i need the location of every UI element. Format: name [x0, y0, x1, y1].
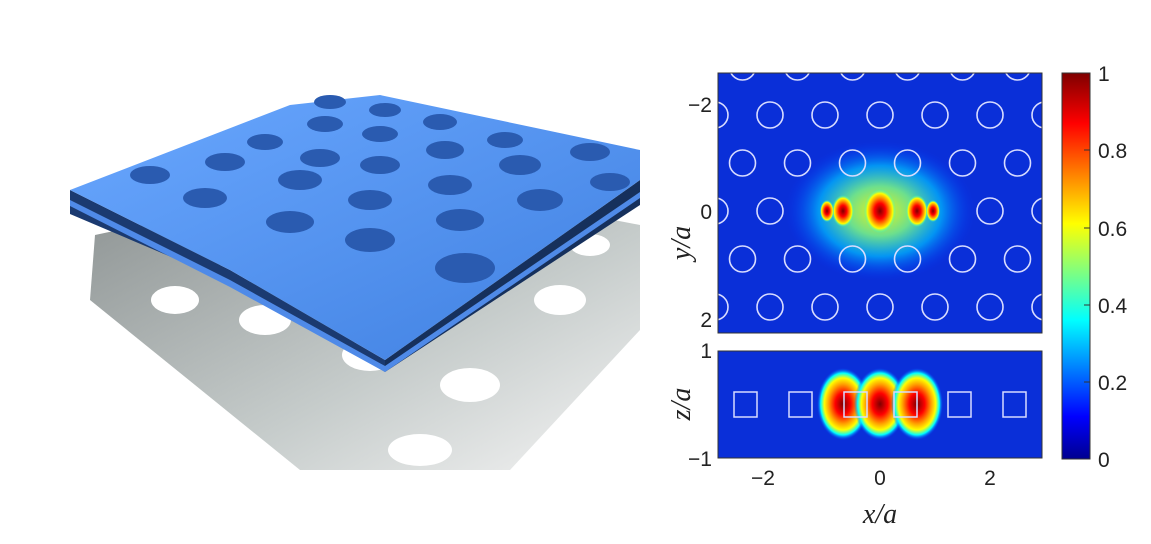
air-hole-outline — [756, 197, 784, 225]
air-hole-outline — [950, 73, 975, 81]
colorbar-tick: 0.6 — [1098, 218, 1127, 241]
air-hole-outline — [647, 198, 673, 224]
bottom-map-xtick: 0 — [874, 467, 886, 490]
air-hole-outline — [718, 293, 729, 321]
bottom-map-xtick: 2 — [984, 467, 996, 490]
colorbar-tick: 1 — [1098, 63, 1110, 86]
air-hole-outline — [948, 149, 977, 177]
air-hole-outline — [728, 149, 757, 177]
colorbar-tick: 0.2 — [1098, 372, 1127, 395]
bottom-map-ylabel: z/a — [666, 388, 697, 422]
colorbar-tick: 0 — [1098, 449, 1110, 472]
air-hole-outline — [893, 245, 922, 273]
air-hole-outline — [718, 101, 729, 129]
air-hole-outline — [840, 73, 865, 81]
bottom-map-xtick: −2 — [751, 467, 775, 490]
air-hole-outline — [811, 101, 839, 129]
colorbar: 1 0.8 0.6 0.4 0.2 0 — [1061, 63, 1128, 472]
air-hole-sections — [733, 391, 1027, 418]
air-hole-outline — [718, 197, 729, 225]
slab-side-left — [70, 190, 385, 372]
colorbar-tick: 0.8 — [1098, 140, 1127, 163]
air-hole-outline — [921, 101, 949, 129]
top-map-ytick: −2 — [688, 94, 712, 117]
air-hole-outline — [893, 149, 922, 177]
air-hole-outline — [866, 293, 894, 321]
air-hole-outline — [1005, 73, 1030, 81]
air-hole-outline — [785, 73, 810, 81]
air-hole-outline — [647, 294, 673, 320]
air-hole-outline — [783, 149, 812, 177]
bottom-map-xlabel: x/a — [862, 499, 897, 530]
air-hole-outline — [1115, 246, 1141, 272]
top-map-ylabel: y/a — [666, 226, 697, 263]
bottom-field-map: z/a 1 −1 −2 0 2 x/a — [666, 340, 1043, 530]
air-hole-outline — [728, 245, 757, 273]
air-hole-outline — [921, 293, 949, 321]
air-hole-outline — [730, 73, 755, 81]
air-hole-outline — [866, 101, 894, 129]
air-hole-outlines — [647, 54, 1141, 368]
air-hole-outline — [838, 245, 867, 273]
air-hole-outline — [1003, 149, 1032, 177]
air-hole-outline — [647, 102, 673, 128]
air-hole-outline — [1003, 245, 1032, 273]
bottom-map-ytick: −1 — [688, 448, 712, 471]
bottom-map-ytick: 1 — [700, 340, 712, 363]
air-hole-outline — [895, 73, 920, 81]
air-hole-outline — [756, 293, 784, 321]
top-map-ytick: 2 — [700, 309, 712, 332]
air-hole-outline — [838, 149, 867, 177]
air-hole-outline — [976, 197, 1004, 225]
air-hole-outline — [1031, 101, 1042, 129]
air-hole-outline — [1031, 197, 1042, 225]
air-hole-outline — [948, 245, 977, 273]
colorbar-gradient — [1061, 72, 1091, 460]
air-hole-outline — [675, 150, 701, 176]
air-hole-outline — [675, 54, 701, 80]
slab-holes — [130, 95, 630, 283]
air-hole-outline — [976, 101, 1004, 129]
air-hole-outline — [675, 342, 701, 368]
air-hole-outline — [1031, 293, 1042, 321]
air-hole-outline — [1087, 102, 1113, 128]
top-map-ytick: 0 — [700, 201, 712, 224]
air-hole-outline — [756, 101, 784, 129]
top-field-map: y/a −2 0 2 — [647, 54, 1141, 368]
colorbar-tick: 0.4 — [1098, 295, 1128, 318]
air-hole-outline — [976, 293, 1004, 321]
air-hole-outline — [1115, 342, 1141, 368]
photonic-crystal-slab-render — [70, 95, 640, 470]
air-hole-outline — [811, 293, 839, 321]
air-hole-outline — [783, 245, 812, 273]
air-hole-outline — [1115, 54, 1141, 80]
